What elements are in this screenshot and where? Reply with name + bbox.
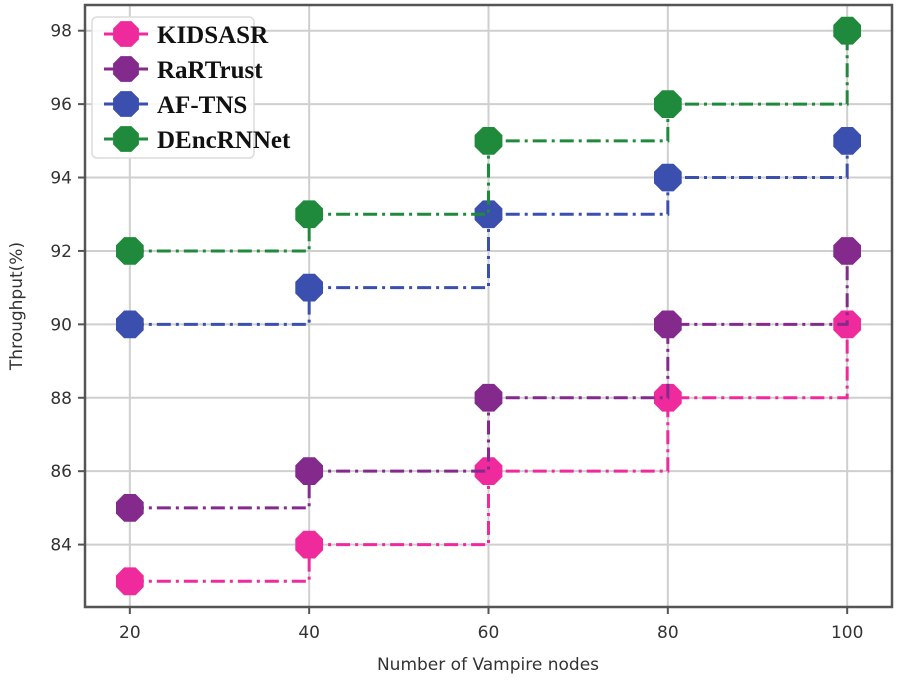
data-point-marker <box>116 310 144 339</box>
y-tick-label: 90 <box>50 315 72 335</box>
data-point-marker <box>116 237 144 265</box>
axis-ticks: 20 40 60 80 100 84 86 88 90 92 94 96 98 <box>50 22 863 643</box>
series-af-tns <box>116 127 861 339</box>
legend-item: RaRTrust <box>104 56 263 84</box>
series-rartrust <box>116 237 861 522</box>
series-lines <box>116 16 861 596</box>
data-point-marker <box>833 127 861 155</box>
x-tick-label: 60 <box>478 623 500 643</box>
legend-label: KIDSASR <box>157 22 269 49</box>
data-point-marker <box>295 200 323 229</box>
y-tick-label: 94 <box>50 169 72 189</box>
series-kidsasr <box>116 310 861 596</box>
y-tick-label: 88 <box>50 389 72 409</box>
data-point-marker <box>654 163 682 192</box>
data-point-marker <box>295 457 323 485</box>
legend-item: AF-TNS <box>104 91 247 119</box>
data-point-marker <box>833 237 861 265</box>
x-tick-label: 40 <box>298 623 320 643</box>
legend-marker-icon <box>113 91 139 117</box>
series-dencrnnet <box>116 16 861 265</box>
legend-box <box>91 16 255 159</box>
data-point-marker <box>474 127 503 155</box>
legend-label: DEncRNNet <box>157 127 291 154</box>
data-point-marker <box>654 310 682 339</box>
y-tick-label: 98 <box>50 22 72 42</box>
legend-marker-icon <box>113 21 139 47</box>
data-point-marker <box>474 200 503 229</box>
data-point-marker <box>474 383 503 412</box>
x-tick-label: 100 <box>831 623 863 643</box>
data-point-marker <box>295 530 323 559</box>
y-tick-label: 86 <box>50 462 72 482</box>
legend: KIDSASR RaRTrust AF-TNS DEncRNNet <box>91 16 291 159</box>
data-point-marker <box>116 494 144 522</box>
data-point-marker <box>474 457 503 485</box>
y-tick-label: 92 <box>50 242 72 262</box>
data-point-marker <box>116 567 144 596</box>
legend-item: DEncRNNet <box>104 126 291 154</box>
y-tick-label: 84 <box>50 536 72 556</box>
x-axis-label: Number of Vampire nodes <box>377 655 599 675</box>
legend-label: AF-TNS <box>157 92 247 119</box>
y-tick-label: 96 <box>50 95 72 115</box>
data-point-marker <box>833 16 861 45</box>
legend-item: KIDSASR <box>104 21 269 49</box>
data-point-marker <box>295 273 323 302</box>
x-tick-label: 80 <box>657 623 679 643</box>
legend-marker-icon <box>113 126 139 152</box>
y-axis-label: Throughput(%) <box>7 242 27 371</box>
data-point-marker <box>654 90 682 118</box>
legend-marker-icon <box>113 56 139 82</box>
x-tick-label: 20 <box>119 623 141 643</box>
legend-label: RaRTrust <box>157 57 263 84</box>
